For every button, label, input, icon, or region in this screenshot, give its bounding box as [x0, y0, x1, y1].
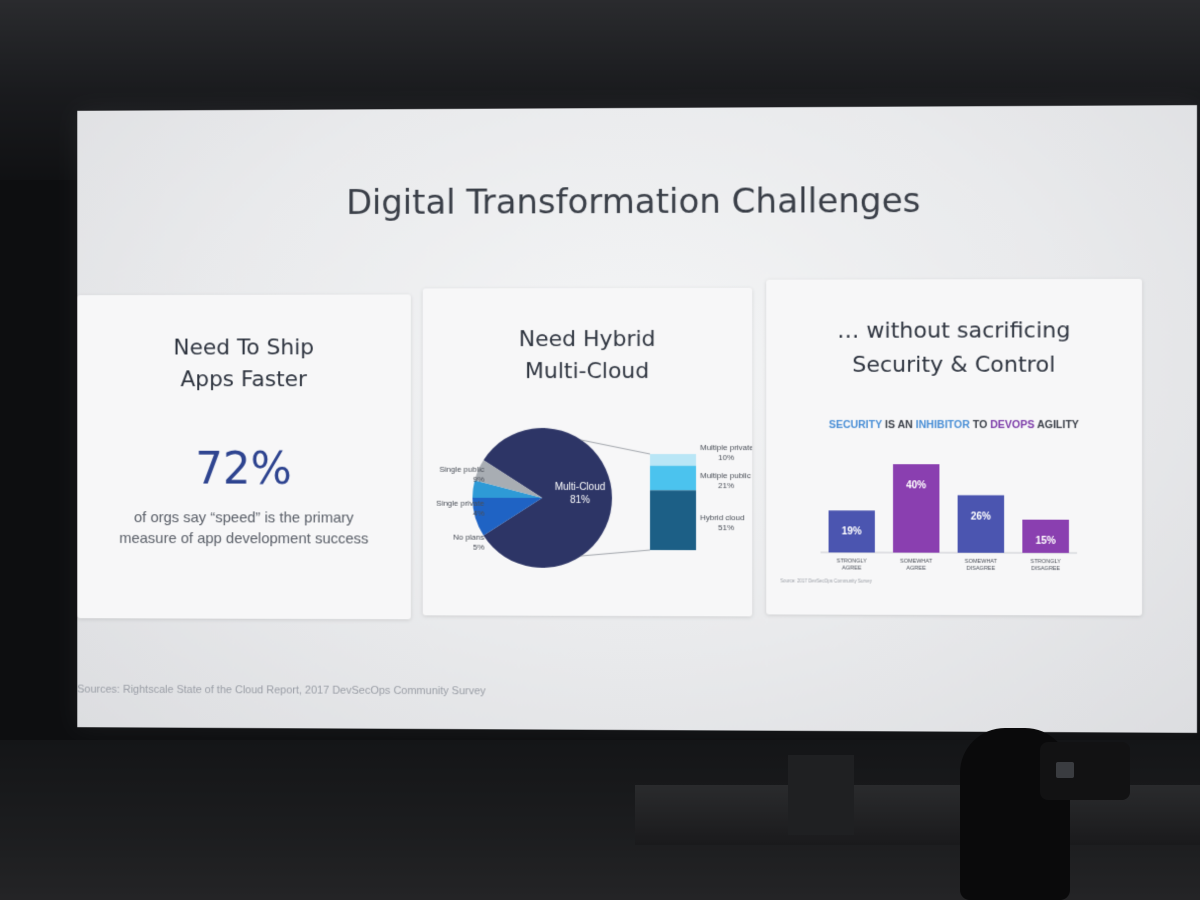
video-camera-icon — [1040, 742, 1130, 800]
breakdown-value-hybrid-cloud: 51% — [718, 523, 734, 532]
pie-label-single-private: Single private — [436, 499, 485, 508]
bar-chart-source: Source: 2017 DevSecOps Community Survey — [780, 578, 872, 583]
bar-category-label-1: STRONGLY — [837, 558, 867, 564]
slide-title: Digital Transformation Challenges — [77, 180, 1197, 224]
card-hybrid-multicloud: Need Hybrid Multi-Cloud Multi-Cloud 81% Si… — [423, 288, 752, 617]
breakdown-label-hybrid-cloud: Hybrid cloud — [700, 513, 745, 522]
bar-chart-title-part: AGILITY — [1034, 420, 1079, 431]
card-security-control: … without sacrificing Security & Control… — [766, 279, 1142, 616]
bar-category-label-2: SOMEWHAT — [900, 559, 933, 565]
projection-screen: Digital Transformation Challenges Need T… — [77, 105, 1197, 733]
pie-value-no-plans: 5% — [473, 543, 484, 552]
bar-value-label-3: 26% — [971, 511, 991, 522]
speed-stat: 72% — [77, 444, 411, 495]
pie-value-single-private: 4% — [473, 509, 484, 518]
pie-label-single-public: Single public — [439, 465, 484, 474]
stage-box — [788, 755, 854, 835]
bar-chart-title-part: SECURITY — [829, 420, 882, 431]
speed-stat-caption: of orgs say “speed” is the primary measu… — [117, 507, 372, 549]
breakdown-segment-multiple-private — [650, 454, 696, 466]
bar-category-label-1: AGREE — [842, 565, 862, 571]
breakdown-label-multiple-public: Multiple public — [700, 471, 751, 480]
bar-category-label-3: DISAGREE — [967, 566, 996, 572]
bar-3 — [958, 495, 1005, 553]
bar-category-label-4: STRONGLY — [1031, 559, 1062, 565]
bar-category-label-3: SOMEWHAT — [965, 559, 998, 565]
bar-value-label-1: 19% — [842, 527, 862, 538]
bar-chart-title-part: DEVOPS — [990, 420, 1034, 431]
security-inhibitor-bar-chart: SECURITY IS AN INHIBITOR TO DEVOPS AGILI… — [766, 279, 1142, 616]
breakdown-label-multiple-private: Multiple private — [700, 443, 752, 452]
camera-screen — [1056, 762, 1074, 778]
bar-chart-title-part: INHIBITOR — [916, 420, 970, 431]
breakdown-segment-multiple-public — [650, 466, 696, 491]
connector-line-bottom — [581, 550, 650, 556]
pie-label-multi-cloud: Multi-Cloud — [555, 482, 605, 493]
breakdown-segment-hybrid-cloud — [650, 490, 696, 550]
card-ship-faster: Need To Ship Apps Faster 72% of orgs say… — [77, 294, 411, 619]
pie-value-single-public: 9% — [473, 475, 484, 484]
bar-value-label-2: 40% — [906, 480, 926, 491]
sources-footnote: Sources: Rightscale State of the Cloud R… — [77, 684, 485, 698]
bar-value-label-4: 15% — [1036, 536, 1056, 547]
bar-chart-title: SECURITY IS AN INHIBITOR TO DEVOPS AGILI… — [829, 420, 1079, 431]
pie-label-no-plans: No plans — [453, 533, 484, 542]
bar-chart-title-part: TO — [970, 420, 990, 431]
bar-chart-title-part: IS AN — [882, 420, 916, 431]
breakdown-value-multiple-private: 10% — [718, 453, 734, 462]
pie-value-multi-cloud: 81% — [570, 495, 590, 506]
card-heading-line2: Apps Faster — [77, 364, 411, 396]
card-heading-line1: Need To Ship — [77, 332, 411, 364]
cloud-strategy-pie-chart: Multi-Cloud 81% Single public9% Single priv… — [423, 288, 752, 617]
bar-2 — [893, 464, 939, 552]
bar-category-label-4: DISAGREE — [1031, 566, 1060, 572]
breakdown-value-multiple-public: 21% — [718, 481, 734, 490]
bar-category-label-2: AGREE — [907, 566, 927, 572]
